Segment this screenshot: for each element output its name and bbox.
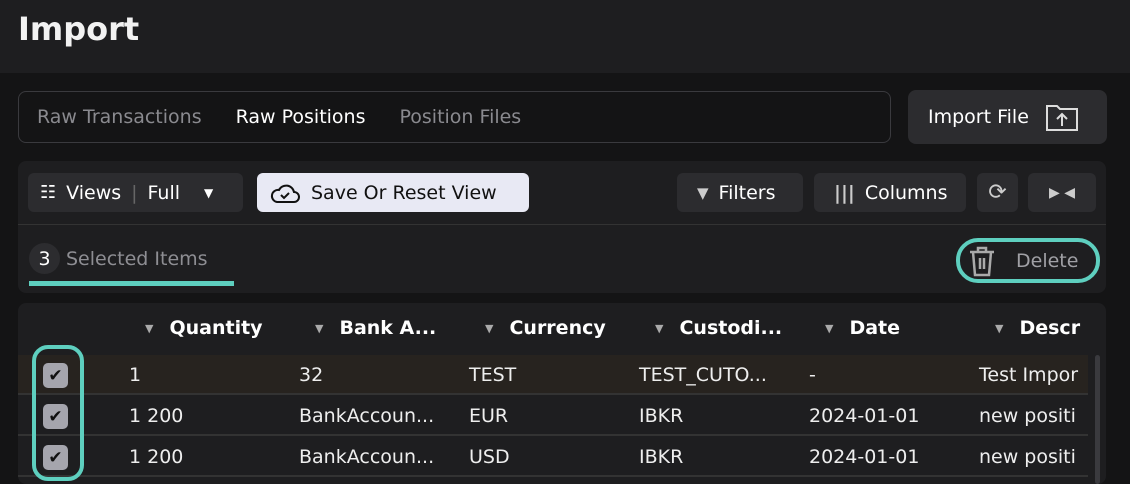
column-header[interactable]: ▼ Currency [485, 315, 606, 341]
checkmark-icon: ✔ [48, 406, 63, 427]
table-row[interactable]: ✔ 1 32 TEST TEST_CUTO... - Test Impor [18, 355, 1088, 395]
column-header[interactable]: ▼ Descr [995, 315, 1080, 341]
table-row[interactable]: ✔ 1 200 BankAccoun... EUR IBKR 2024-01-01 new … [18, 396, 1088, 436]
tab-position-files[interactable]: Position Files [399, 106, 522, 128]
filters-label: Filters [718, 181, 776, 204]
table-cell: new positi [979, 446, 1076, 468]
selected-underline [29, 281, 234, 286]
table-cell: new positi [979, 405, 1076, 427]
divider [18, 224, 1106, 225]
selected-items-tab[interactable]: 3 Selected Items [29, 243, 208, 274]
filter-icon: ▼ [697, 183, 709, 202]
sort-arrow-icon[interactable]: ▼ [825, 321, 834, 335]
tab-raw-positions[interactable]: Raw Positions [235, 106, 366, 128]
table-cell: - [809, 364, 816, 386]
collapse-arrows-icon: ▶ ◀ [1049, 184, 1075, 201]
column-header-label: Bank A... [339, 317, 437, 339]
save-reset-label: Save Or Reset View [311, 181, 497, 204]
column-header-label: Quantity [169, 317, 263, 339]
table-cell: 2024-01-01 [809, 405, 920, 427]
table-cell: BankAccoun... [299, 405, 435, 427]
collapse-button[interactable]: ▶ ◀ [1028, 173, 1096, 212]
sort-arrow-icon[interactable]: ▼ [145, 321, 154, 335]
table-cell: TEST_CUTO... [639, 364, 767, 386]
table-cell: 1 200 [129, 446, 184, 468]
cloud-check-icon [270, 184, 300, 203]
table-cell: TEST [469, 364, 517, 386]
chevron-down-icon: ▼ [204, 185, 214, 200]
checkmark-icon: ✔ [48, 365, 63, 386]
sort-arrow-icon[interactable]: ▼ [485, 321, 494, 335]
page-title: Import [18, 10, 140, 48]
tab-bar: Raw Transactions Raw Positions Position … [18, 91, 891, 143]
table-cell: 1 200 [129, 405, 184, 427]
views-value: Full [147, 181, 181, 204]
import-file-button[interactable]: Import File [908, 90, 1107, 144]
column-header[interactable]: ▼ Quantity [145, 315, 263, 341]
tab-raw-transactions[interactable]: Raw Transactions [37, 106, 202, 128]
checkmark-icon: ✔ [48, 447, 63, 468]
row-checkbox[interactable]: ✔ [43, 363, 68, 388]
refresh-icon: ⟳ [988, 180, 1007, 205]
column-header-label: Currency [509, 317, 606, 339]
selected-count-badge: 3 [29, 243, 60, 274]
column-header-label: Custodi... [679, 317, 783, 339]
delete-label: Delete [1016, 249, 1079, 272]
vertical-scrollbar[interactable] [1095, 355, 1100, 484]
table-cell: BankAccoun... [299, 446, 435, 468]
trash-icon [970, 246, 994, 276]
table-cell: 2024-01-01 [809, 446, 920, 468]
table-cell: 1 [129, 364, 142, 386]
table-cell: Test Impor [979, 364, 1079, 386]
views-label: Views [66, 181, 122, 204]
sort-arrow-icon[interactable]: ▼ [995, 321, 1004, 335]
list-icon: ☷ [40, 182, 57, 203]
header: Import [0, 0, 1130, 73]
filters-button[interactable]: ▼ Filters [677, 173, 803, 212]
column-header[interactable]: ▼ Date [825, 315, 900, 341]
positions-table: ▼ Quantity ▼ Bank A... ▼ Currency ▼ Custodi... ▼… [18, 303, 1106, 484]
columns-button[interactable]: ||| Columns [814, 173, 966, 212]
save-reset-view-button[interactable]: Save Or Reset View [257, 173, 529, 212]
table-cell: USD [469, 446, 510, 468]
sort-arrow-icon[interactable]: ▼ [655, 321, 664, 335]
table-cell: EUR [469, 405, 509, 427]
table-cell: IBKR [639, 405, 684, 427]
column-header-label: Descr [1019, 317, 1081, 339]
delete-button[interactable]: Delete [956, 238, 1100, 283]
views-dropdown[interactable]: ☷ Views | Full ▼ [28, 173, 243, 212]
column-header-label: Date [849, 317, 901, 339]
column-header[interactable]: ▼ Bank A... [315, 315, 436, 341]
refresh-button[interactable]: ⟳ [977, 173, 1018, 212]
columns-icon: ||| [834, 181, 855, 204]
table-cell: 32 [299, 364, 324, 386]
table-cell: IBKR [639, 446, 684, 468]
sort-arrow-icon[interactable]: ▼ [315, 321, 324, 335]
folder-upload-icon [1045, 105, 1078, 131]
toolbar-panel: ☷ Views | Full ▼ Save Or Reset View ▼ Fi… [18, 161, 1106, 293]
row-checkbox[interactable]: ✔ [43, 404, 68, 429]
selected-items-label: Selected Items [66, 247, 208, 270]
columns-label: Columns [864, 181, 948, 204]
import-file-label: Import File [928, 106, 1029, 128]
column-header[interactable]: ▼ Custodi... [655, 315, 782, 341]
table-row[interactable]: ✔ 1 200 BankAccoun... USD IBKR 2024-01-01 new … [18, 437, 1088, 477]
checkbox-selection-highlight [32, 345, 84, 481]
